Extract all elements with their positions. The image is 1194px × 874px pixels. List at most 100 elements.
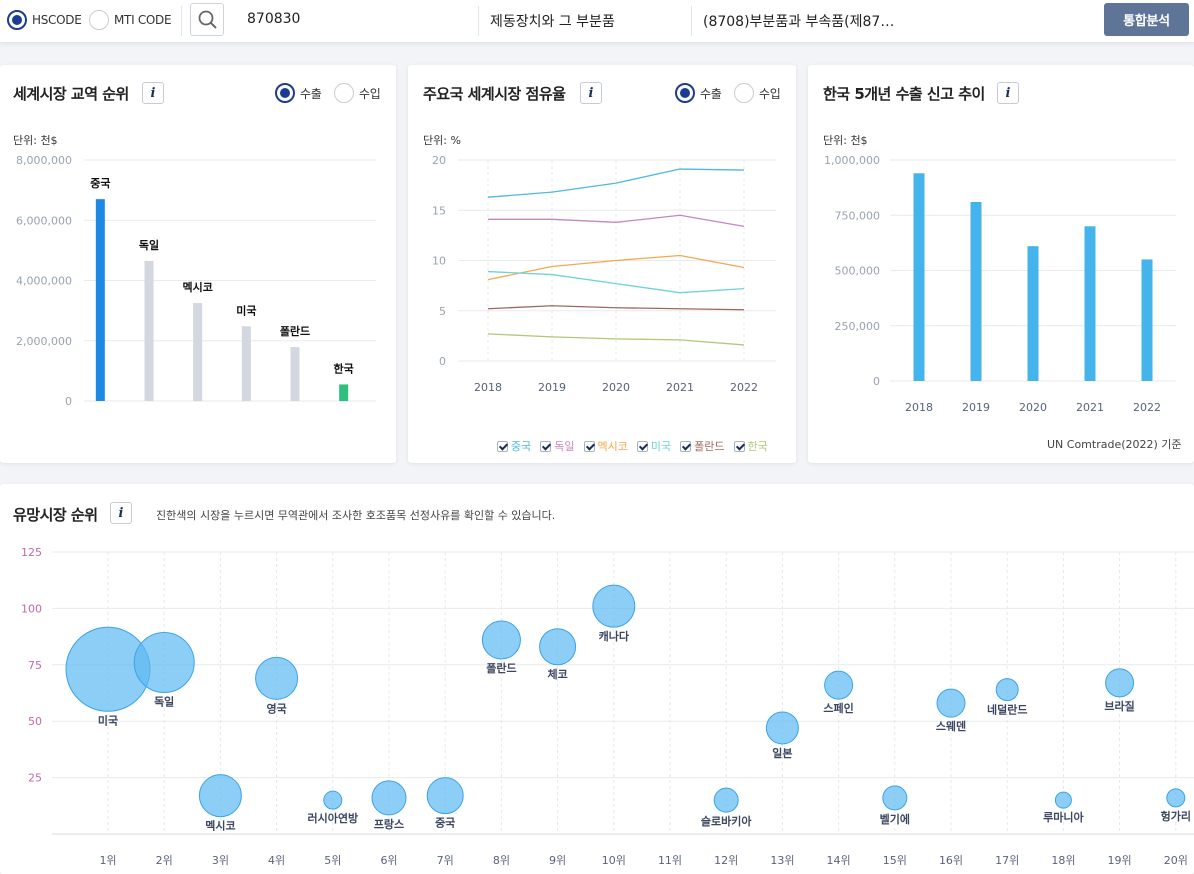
legend-item[interactable]: 멕시코 (583, 438, 628, 454)
y-tick-label: 5 (439, 305, 446, 318)
series-line (487, 168, 745, 198)
checkbox-icon (733, 440, 745, 452)
checkbox-icon (540, 440, 552, 452)
x-tick-label: 7위 (437, 854, 454, 867)
x-tick-label: 2019 (962, 401, 990, 414)
x-tick-label: 20위 (1164, 854, 1188, 867)
description-text: 진한색의 시장을 누르시면 무역관에서 조사한 호조품목 선정사유를 확인할 수… (156, 509, 556, 522)
bar-2021 (1084, 226, 1096, 381)
bar-label: 멕시코 (182, 280, 212, 294)
market-label: 체코 (547, 667, 567, 681)
market-label: 슬로바키아 (701, 814, 752, 828)
info-icon[interactable]: i (110, 502, 132, 524)
x-tick-label: 2020 (1019, 401, 1047, 414)
radio-indicator (275, 83, 295, 103)
legend-item[interactable]: 한국 (733, 438, 768, 454)
x-tick-label: 16위 (939, 854, 963, 867)
checkbox-icon (636, 440, 648, 452)
legend-label: 미국 (650, 440, 672, 453)
source-note: UN Comtrade(2022) 기준 (1047, 438, 1182, 451)
y-tick-label: 25 (28, 772, 42, 785)
market-bubble (481, 620, 521, 660)
y-tick-label: 10 (432, 255, 446, 268)
legend-item[interactable]: 미국 (636, 438, 672, 454)
x-tick-label: 19위 (1108, 854, 1132, 867)
x-tick-label: 9위 (549, 854, 566, 867)
x-tick-label: 5위 (324, 854, 341, 867)
checkbox-icon (497, 440, 508, 452)
market-bubble (995, 678, 1019, 702)
radio-export[interactable]: 수출 (675, 83, 722, 103)
bar-6 (339, 384, 349, 401)
bar-4 (241, 326, 251, 401)
x-tick-label: 6위 (380, 854, 397, 867)
legend-label: 한국 (747, 440, 768, 453)
radio-mti-code-label: MTI CODE (114, 13, 172, 27)
x-tick-label: 3위 (212, 854, 229, 867)
korea-export-chart: 0 250,000 500,000 750,000 1,000,000 2018 2019 2… (824, 154, 1176, 414)
x-tick-label: 2021 (1076, 401, 1104, 414)
info-icon[interactable]: i (142, 82, 164, 104)
legend-label: 중국 (511, 440, 532, 453)
bar-label: 중국 (90, 177, 110, 190)
unit-label: 단위: % (423, 134, 461, 147)
unit-label: 단위: 천$ (13, 134, 58, 147)
checkbox-icon (680, 440, 692, 452)
radio-hscode-label: HSCODE (32, 13, 82, 27)
market-label: 폴란드 (486, 661, 516, 675)
market-bubble (1054, 791, 1072, 809)
x-tick-label: 8위 (493, 854, 510, 867)
search-button[interactable] (190, 3, 224, 36)
x-tick-label: 1위 (99, 854, 116, 867)
bar-2022 (1141, 259, 1153, 381)
legend-item[interactable]: 독일 (540, 438, 575, 454)
radio-import-label: 수입 (359, 86, 381, 101)
radio-export-label: 수출 (300, 86, 322, 101)
card-title: 주요국 세계시장 점유율 (423, 85, 566, 103)
y-tick-label: 8,000,000 (16, 154, 72, 167)
legend-item[interactable]: 폴란드 (680, 438, 725, 454)
radio-export-label: 수출 (700, 86, 722, 101)
info-icon[interactable]: i (997, 82, 1019, 104)
x-tick-label: 2019 (538, 381, 566, 394)
market-bubble (371, 780, 407, 816)
search-icon (198, 10, 217, 29)
radio-mti-code[interactable]: MTI CODE (89, 10, 172, 30)
y-tick-label: 750,000 (835, 209, 881, 222)
y-tick-label: 50 (28, 715, 42, 728)
legend-label: 폴란드 (694, 440, 725, 453)
x-tick-label: 2022 (1133, 401, 1161, 414)
product-name-field: 제동장치와 그 부분품 (490, 14, 615, 30)
market-label: 루마니아 (1043, 810, 1084, 824)
market-bubble (323, 790, 343, 810)
info-icon[interactable]: i (580, 82, 602, 104)
x-tick-label: 17위 (995, 854, 1019, 867)
hscode-input[interactable]: 870830 (247, 11, 301, 27)
x-tick-label: 2위 (156, 854, 173, 867)
category-name-field: (8708)부분품과 부속품(제87… (703, 14, 893, 30)
x-tick-label: 12위 (714, 854, 738, 867)
card-title: 세계시장 교역 순위 (13, 85, 129, 103)
integrated-analysis-button[interactable]: 통합분석 (1104, 3, 1189, 36)
market-share-chart: 0 5 10 15 20 2018 2019 2020 2021 2022 (432, 154, 776, 394)
radio-import[interactable]: 수입 (334, 83, 381, 103)
x-tick-label: 11위 (658, 854, 682, 867)
market-label: 러시아연방 (307, 811, 358, 825)
radio-export[interactable]: 수출 (275, 83, 322, 103)
market-share-card: 주요국 세계시장 점유율 i 수출 수입 단위: % 0 5 10 15 20 2018 2… (408, 65, 796, 463)
market-label: 독일 (154, 695, 174, 709)
y-tick-label: 15 (432, 204, 446, 217)
market-label: 스웨덴 (936, 719, 966, 733)
x-tick-label: 2018 (474, 381, 502, 394)
market-label: 프랑스 (374, 818, 404, 831)
y-tick-label: 2,000,000 (16, 335, 72, 348)
radio-hscode[interactable]: HSCODE (7, 10, 82, 30)
market-bubble (936, 688, 966, 718)
series-line (487, 270, 745, 294)
radio-import[interactable]: 수입 (734, 83, 781, 103)
bar-2019 (970, 201, 982, 381)
legend-item[interactable]: 중국 (497, 438, 531, 454)
market-label: 벨기에 (880, 812, 910, 826)
card-title: 유망시장 순위 (13, 506, 98, 524)
market-label: 일본 (772, 746, 792, 760)
